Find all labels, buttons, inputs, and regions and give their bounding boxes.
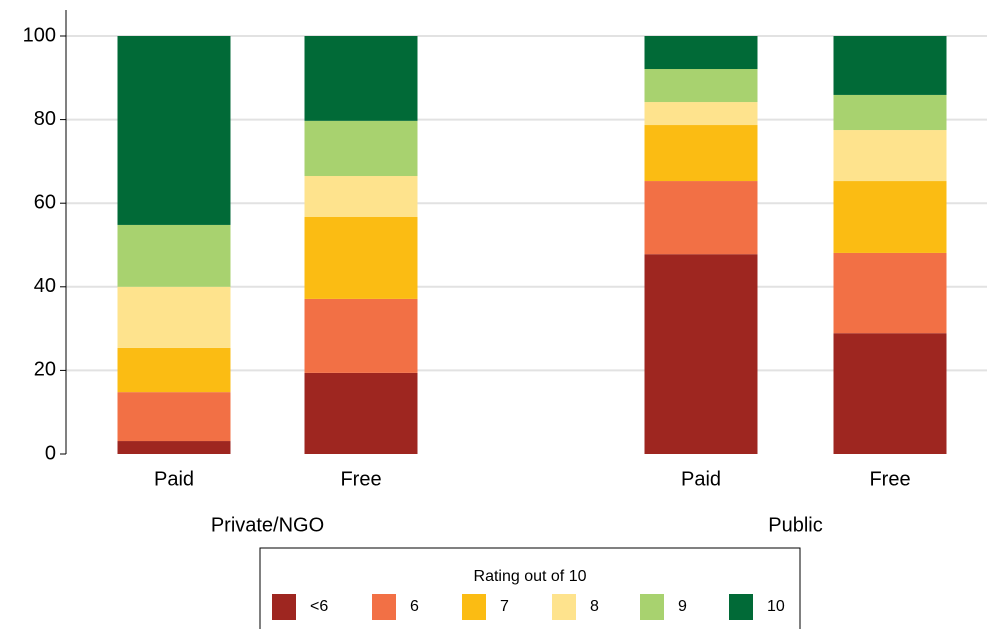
x-tick-label: Paid	[154, 468, 194, 490]
legend-swatch	[729, 594, 753, 620]
bar-segment	[644, 254, 758, 454]
bar-segment	[304, 36, 418, 121]
bar-segment	[304, 120, 418, 177]
legend-swatch	[552, 594, 576, 620]
bar-segment	[117, 441, 231, 454]
legend-swatch	[272, 594, 296, 620]
bar-segment	[833, 94, 947, 131]
bar-segment	[833, 36, 947, 95]
legend-box	[259, 547, 801, 629]
bar-segment	[304, 372, 418, 454]
bar-segment	[117, 392, 231, 442]
x-tick-label: Free	[869, 468, 910, 490]
bar-segment	[117, 224, 231, 287]
bar-segment	[644, 102, 758, 126]
bar-segment	[117, 286, 231, 348]
y-tick-label: 60	[34, 191, 56, 213]
bar-segment	[644, 125, 758, 182]
legend-label: 9	[678, 598, 687, 615]
bar-segment	[117, 36, 231, 225]
legend-label: 6	[410, 598, 419, 615]
legend-swatch	[640, 594, 664, 620]
y-tick-label: 80	[34, 108, 56, 130]
group-label: Private/NGO	[211, 514, 324, 536]
y-tick-label: 20	[34, 359, 56, 381]
group-label: Public	[768, 514, 822, 536]
x-tick-label: Free	[340, 468, 381, 490]
bar-segment	[833, 181, 947, 253]
legend-label: 10	[767, 598, 785, 615]
bar-segment	[304, 216, 418, 299]
x-tick-label: Paid	[681, 468, 721, 490]
bar-segment	[304, 298, 418, 373]
legend-label: <6	[310, 598, 328, 615]
legend-label: 7	[500, 598, 509, 615]
legend-swatch	[372, 594, 396, 620]
bar-segment	[833, 252, 947, 334]
bar-segment	[304, 176, 418, 217]
bar-segment	[644, 36, 758, 70]
y-tick-label: 100	[23, 24, 56, 46]
y-tick-label: 40	[34, 275, 56, 297]
legend-label: 8	[590, 598, 599, 615]
y-tick-label: 0	[45, 442, 56, 464]
legend-swatch	[462, 594, 486, 620]
legend-title: Rating out of 10	[474, 568, 587, 585]
bar-segment	[833, 130, 947, 182]
bar-segment	[833, 333, 947, 454]
bar-segment	[644, 69, 758, 103]
bar-segment	[117, 347, 231, 393]
bar-segment	[644, 181, 758, 255]
